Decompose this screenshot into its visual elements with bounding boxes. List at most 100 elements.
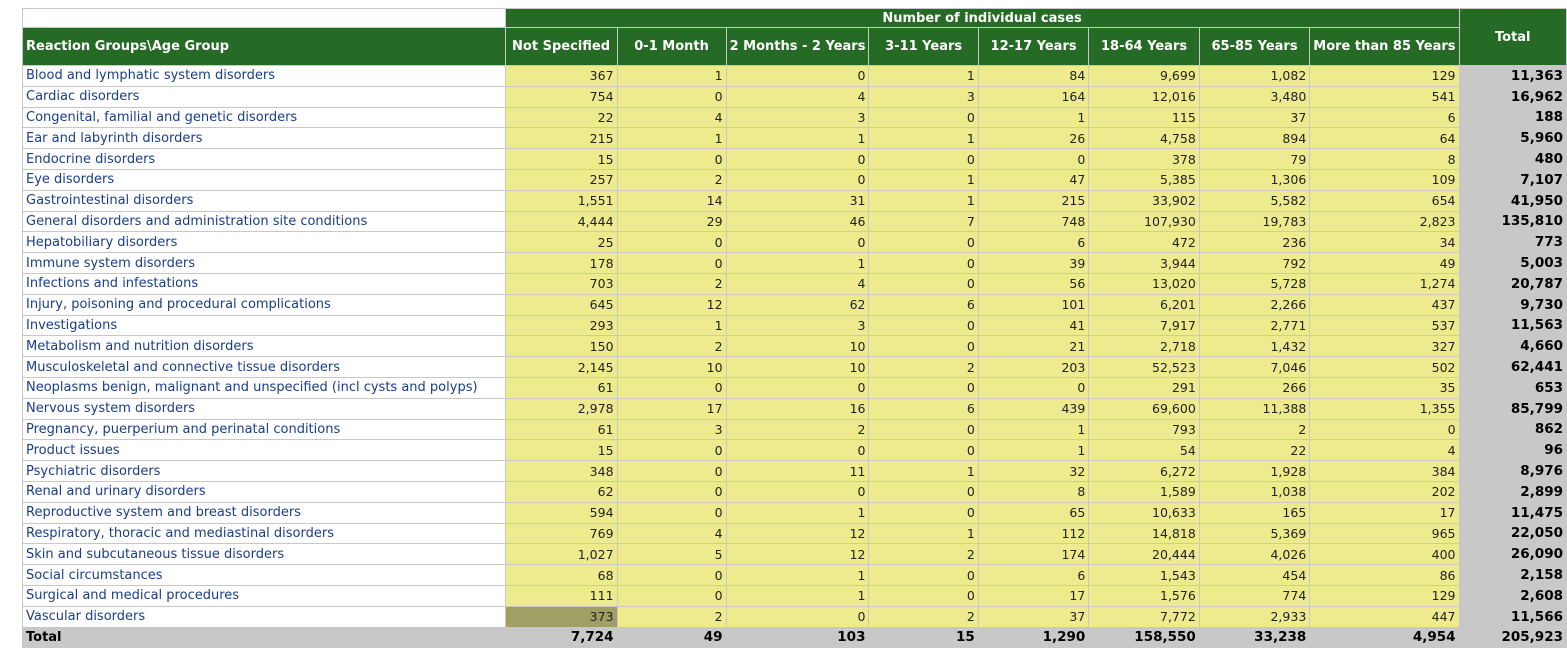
column-header[interactable]: 65-85 Years xyxy=(1198,27,1311,66)
case-count-cell[interactable]: 10 xyxy=(725,356,870,378)
reaction-group-link[interactable]: Surgical and medical procedures xyxy=(22,584,506,607)
case-count-cell[interactable]: 203 xyxy=(977,356,1090,378)
case-count-cell[interactable]: 112 xyxy=(977,522,1090,545)
case-count-cell[interactable]: 0 xyxy=(868,480,979,503)
case-count-cell[interactable]: 215 xyxy=(977,189,1090,212)
case-count-cell[interactable]: 1 xyxy=(977,439,1090,462)
column-header[interactable]: 3-11 Years xyxy=(868,27,979,66)
case-count-cell[interactable]: 472 xyxy=(1088,231,1200,254)
case-count-cell[interactable]: 26 xyxy=(977,127,1090,150)
case-count-cell[interactable]: 2,771 xyxy=(1198,314,1311,337)
reaction-group-link[interactable]: Social circumstances xyxy=(22,564,506,586)
case-count-cell[interactable]: 703 xyxy=(504,272,618,295)
case-count-cell[interactable]: 61 xyxy=(504,418,618,441)
case-count-cell[interactable]: 7 xyxy=(868,210,979,233)
case-count-cell[interactable]: 236 xyxy=(1198,231,1311,254)
case-count-cell[interactable]: 594 xyxy=(504,501,618,524)
case-count-cell[interactable]: 17 xyxy=(616,397,727,420)
case-count-cell[interactable]: 6,272 xyxy=(1088,460,1200,482)
case-count-cell[interactable]: 769 xyxy=(504,522,618,545)
case-count-cell[interactable]: 0 xyxy=(868,335,979,358)
case-count-cell[interactable]: 291 xyxy=(1088,376,1200,399)
case-count-cell[interactable]: 3,480 xyxy=(1198,85,1311,108)
case-count-cell[interactable]: 101 xyxy=(977,293,1090,316)
case-count-cell[interactable]: 1,576 xyxy=(1088,584,1200,607)
case-count-cell[interactable]: 62 xyxy=(504,480,618,503)
column-header[interactable]: 2 Months - 2 Years xyxy=(725,27,870,66)
case-count-cell[interactable]: 6 xyxy=(977,564,1090,586)
case-count-cell[interactable]: 0 xyxy=(725,148,870,170)
case-count-cell[interactable]: 109 xyxy=(1309,168,1460,191)
case-count-cell[interactable]: 64 xyxy=(1309,127,1460,150)
case-count-cell[interactable]: 37 xyxy=(977,605,1090,628)
reaction-group-link[interactable]: Ear and labyrinth disorders xyxy=(22,127,506,150)
case-count-cell[interactable]: 2 xyxy=(725,418,870,441)
case-count-cell[interactable]: 1,355 xyxy=(1309,397,1460,420)
case-count-cell[interactable]: 0 xyxy=(725,605,870,628)
case-count-cell[interactable]: 79 xyxy=(1198,148,1311,170)
reaction-group-link[interactable]: Metabolism and nutrition disorders xyxy=(22,335,506,358)
reaction-group-link[interactable]: Endocrine disorders xyxy=(22,148,506,170)
case-count-cell[interactable]: 52,523 xyxy=(1088,356,1200,378)
case-count-cell[interactable]: 6 xyxy=(1309,106,1460,129)
column-header[interactable]: More than 85 Years xyxy=(1309,27,1460,66)
case-count-cell[interactable]: 2,718 xyxy=(1088,335,1200,358)
case-count-cell[interactable]: 437 xyxy=(1309,293,1460,316)
case-count-cell[interactable]: 0 xyxy=(868,564,979,586)
case-count-cell[interactable]: 5 xyxy=(616,543,727,566)
case-count-cell[interactable]: 384 xyxy=(1309,460,1460,482)
case-count-cell[interactable]: 13,020 xyxy=(1088,272,1200,295)
case-count-cell[interactable]: 0 xyxy=(725,376,870,399)
case-count-cell[interactable]: 793 xyxy=(1088,418,1200,441)
case-count-cell[interactable]: 65 xyxy=(977,501,1090,524)
selected-case-count-cell[interactable]: 373 xyxy=(504,605,618,628)
case-count-cell[interactable]: 0 xyxy=(868,252,979,274)
case-count-cell[interactable]: 0 xyxy=(616,584,727,607)
case-count-cell[interactable]: 12 xyxy=(616,293,727,316)
case-count-cell[interactable]: 0 xyxy=(868,106,979,129)
case-count-cell[interactable]: 5,728 xyxy=(1198,272,1311,295)
case-count-cell[interactable]: 56 xyxy=(977,272,1090,295)
case-count-cell[interactable]: 7,917 xyxy=(1088,314,1200,337)
case-count-cell[interactable]: 400 xyxy=(1309,543,1460,566)
case-count-cell[interactable]: 61 xyxy=(504,376,618,399)
case-count-cell[interactable]: 439 xyxy=(977,397,1090,420)
case-count-cell[interactable]: 3 xyxy=(725,106,870,129)
case-count-cell[interactable]: 54 xyxy=(1088,439,1200,462)
case-count-cell[interactable]: 19,783 xyxy=(1198,210,1311,233)
case-count-cell[interactable]: 0 xyxy=(725,480,870,503)
case-count-cell[interactable]: 0 xyxy=(977,148,1090,170)
case-count-cell[interactable]: 15 xyxy=(504,148,618,170)
case-count-cell[interactable]: 20,444 xyxy=(1088,543,1200,566)
case-count-cell[interactable]: 164 xyxy=(977,85,1090,108)
case-count-cell[interactable]: 0 xyxy=(725,231,870,254)
case-count-cell[interactable]: 14 xyxy=(616,189,727,212)
case-count-cell[interactable]: 6 xyxy=(977,231,1090,254)
case-count-cell[interactable]: 0 xyxy=(616,148,727,170)
case-count-cell[interactable]: 10 xyxy=(725,335,870,358)
case-count-cell[interactable]: 1,543 xyxy=(1088,564,1200,586)
case-count-cell[interactable]: 165 xyxy=(1198,501,1311,524)
case-count-cell[interactable]: 129 xyxy=(1309,584,1460,607)
case-count-cell[interactable]: 1 xyxy=(725,501,870,524)
case-count-cell[interactable]: 3 xyxy=(616,418,727,441)
case-count-cell[interactable]: 22 xyxy=(504,106,618,129)
case-count-cell[interactable]: 11,388 xyxy=(1198,397,1311,420)
case-count-cell[interactable]: 0 xyxy=(616,439,727,462)
case-count-cell[interactable]: 10,633 xyxy=(1088,501,1200,524)
case-count-cell[interactable]: 327 xyxy=(1309,335,1460,358)
case-count-cell[interactable]: 2 xyxy=(616,335,727,358)
case-count-cell[interactable]: 1 xyxy=(868,127,979,150)
case-count-cell[interactable]: 37 xyxy=(1198,106,1311,129)
reaction-group-link[interactable]: Blood and lymphatic system disorders xyxy=(22,65,506,87)
column-header[interactable]: 18-64 Years xyxy=(1088,27,1200,66)
case-count-cell[interactable]: 257 xyxy=(504,168,618,191)
case-count-cell[interactable]: 2 xyxy=(616,168,727,191)
case-count-cell[interactable]: 894 xyxy=(1198,127,1311,150)
case-count-cell[interactable]: 7,772 xyxy=(1088,605,1200,628)
case-count-cell[interactable]: 17 xyxy=(1309,501,1460,524)
reaction-group-link[interactable]: Immune system disorders xyxy=(22,252,506,274)
case-count-cell[interactable]: 215 xyxy=(504,127,618,150)
case-count-cell[interactable]: 0 xyxy=(725,65,870,87)
case-count-cell[interactable]: 1 xyxy=(868,168,979,191)
